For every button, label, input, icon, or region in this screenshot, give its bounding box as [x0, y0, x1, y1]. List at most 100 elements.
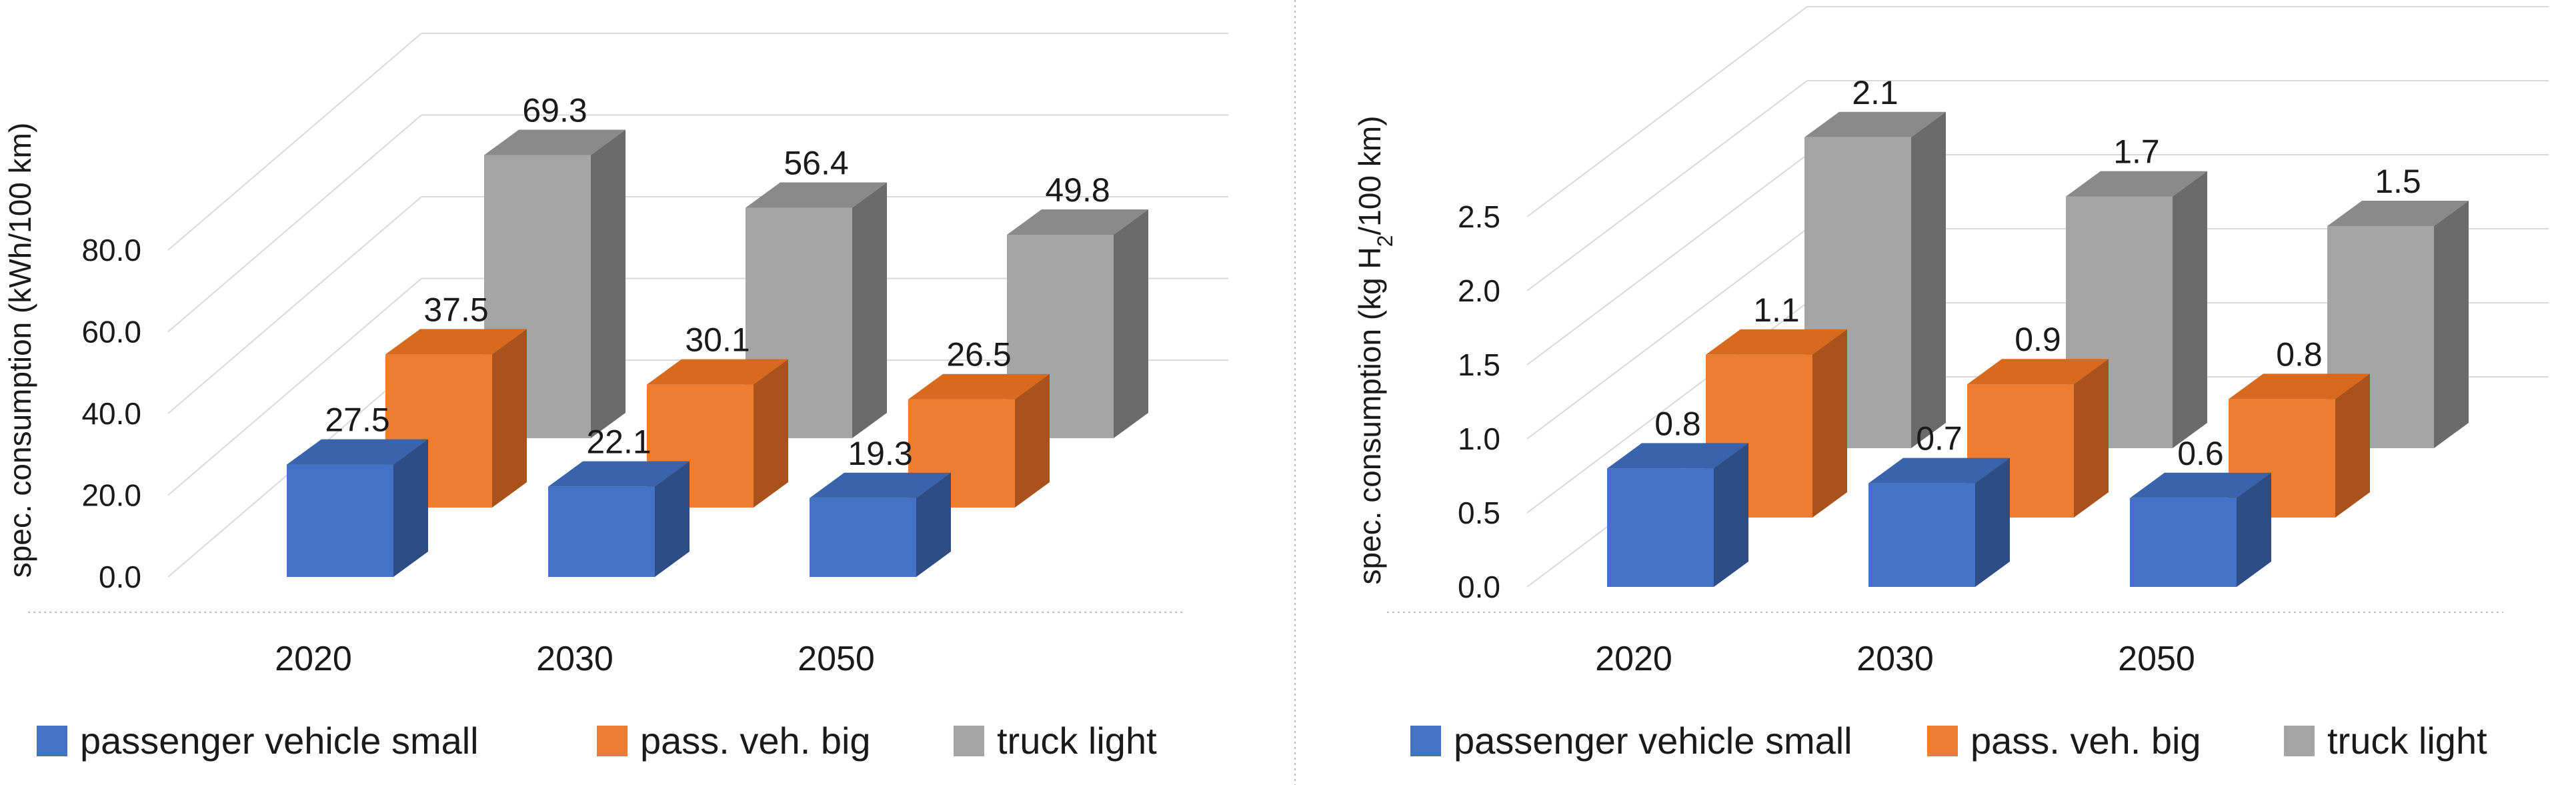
bar-side: [2434, 201, 2469, 448]
data-label: 0.8: [1654, 405, 1701, 442]
bar-side: [591, 129, 625, 438]
data-label: 0.8: [2276, 335, 2323, 373]
bar-side: [852, 182, 887, 438]
bar-top: [1868, 458, 2010, 484]
bar-top: [287, 439, 428, 465]
data-label: 26.5: [946, 336, 1011, 373]
bar-top: [1007, 209, 1148, 235]
data-label: 69.3: [522, 92, 587, 129]
x-tick-label: 2020: [1595, 640, 1672, 678]
data-label: 22.1: [586, 424, 651, 461]
legend-swatch: [597, 726, 627, 756]
x-tick-label: 2050: [2118, 640, 2195, 678]
bar-side: [1911, 111, 1946, 449]
y-axis-title: spec. consumption (kWh/100 km): [3, 123, 37, 578]
gridline-diagonal: [1526, 154, 1808, 365]
data-label: 30.1: [685, 321, 750, 359]
x-tick-label: 2030: [536, 640, 613, 678]
x-tick-label: 2050: [798, 640, 875, 678]
data-label: 1.7: [2113, 133, 2160, 171]
y-tick-label: 0.5: [1458, 496, 1500, 530]
legend-swatch: [954, 726, 984, 756]
chart-electric-consumption: 0.0 20.0 40.0 60.0 80.0 69.3 56.4 49.8 37.5 30.1 2…: [3, 33, 1228, 762]
y-tick-label: 0.0: [99, 560, 141, 594]
y-tick-label: 2.5: [1458, 199, 1500, 234]
data-label: 0.6: [2177, 435, 2224, 472]
y-tick-label: 20.0: [81, 478, 141, 513]
bar-top: [385, 329, 527, 355]
data-label: 19.3: [848, 435, 912, 472]
bar-top: [810, 472, 951, 498]
legend-swatch: [1927, 726, 1958, 756]
bar-top: [1607, 443, 1748, 469]
legend-label: passenger vehicle small: [1454, 720, 1852, 762]
x-tick-label: 2030: [1856, 640, 1934, 678]
bar-top: [2327, 201, 2469, 226]
chart-hydrogen-consumption: 0.0 0.5 1.0 1.5 2.0 2.5 2.1 1.7 1.5 1.1 0.9 0.8 0.8 0…: [1352, 6, 2549, 762]
bar-front: [287, 464, 393, 577]
y-tick-label: 80.0: [81, 233, 141, 267]
y-tick-label: 2.0: [1458, 273, 1500, 308]
gridline-diagonal: [167, 33, 422, 251]
bar-side: [2335, 373, 2370, 518]
y-tick-label: 1.5: [1458, 347, 1500, 382]
data-label: 0.7: [1916, 420, 1963, 458]
bar-front: [810, 498, 916, 577]
legend-swatch: [2284, 726, 2315, 756]
bar-top: [484, 129, 625, 155]
legend-label: truck light: [2327, 720, 2487, 762]
bar-side: [2173, 171, 2207, 448]
bar-side: [1015, 373, 1050, 508]
bar-side: [1714, 443, 1748, 587]
bar-top: [2066, 171, 2207, 197]
bar-front: [548, 486, 655, 577]
gridline-diagonal: [1526, 6, 1808, 217]
bar-side: [492, 329, 527, 508]
y-axis-title: spec. consumption (kg H2/100 km): [1352, 116, 1397, 585]
bar-top: [1706, 329, 1847, 355]
legend-label: truck light: [997, 720, 1157, 762]
bar-top: [908, 373, 1050, 400]
bar-side: [1975, 458, 2010, 587]
bar-side: [754, 359, 788, 508]
bar-side: [655, 461, 690, 577]
bar-top: [2229, 373, 2370, 400]
legend-swatch: [37, 726, 67, 756]
data-label: 56.4: [784, 145, 848, 182]
bar-side: [393, 439, 428, 577]
bar-top: [548, 461, 690, 487]
bar-side: [916, 472, 951, 577]
bar-front: [1868, 483, 1975, 587]
bar-side: [1114, 209, 1148, 438]
gridline-diagonal: [1526, 228, 1808, 440]
bar-side: [2074, 359, 2109, 518]
bar-side: [1812, 329, 1847, 518]
bar-top: [746, 182, 887, 208]
data-label: 37.5: [423, 291, 488, 328]
bar-front: [2130, 498, 2237, 587]
legend-label: pass. veh. big: [1971, 720, 2201, 762]
y-tick-label: 40.0: [81, 396, 141, 431]
data-label: 2.1: [1852, 74, 1898, 111]
bar-top: [2130, 472, 2271, 498]
legend-label: passenger vehicle small: [80, 720, 479, 762]
bar-top: [647, 359, 788, 385]
gridline-diagonal: [167, 277, 422, 496]
bar-top: [1967, 359, 2109, 385]
bar-front: [1607, 468, 1714, 587]
data-label: 0.9: [2015, 321, 2061, 358]
gridline-diagonal: [1526, 80, 1808, 291]
gridline-diagonal: [167, 114, 422, 333]
data-label: 1.1: [1753, 291, 1800, 329]
gridline-diagonal: [167, 196, 422, 414]
bar-side: [2237, 472, 2271, 587]
x-tick-label: 2020: [275, 640, 352, 678]
bar-top: [1804, 111, 1946, 137]
data-label: 27.5: [325, 402, 389, 439]
legend-swatch: [1410, 726, 1441, 756]
data-label: 1.5: [2375, 163, 2421, 200]
y-tick-label: 60.0: [81, 315, 141, 349]
data-label: 49.8: [1045, 171, 1110, 209]
y-tick-label: 1.0: [1458, 422, 1500, 456]
